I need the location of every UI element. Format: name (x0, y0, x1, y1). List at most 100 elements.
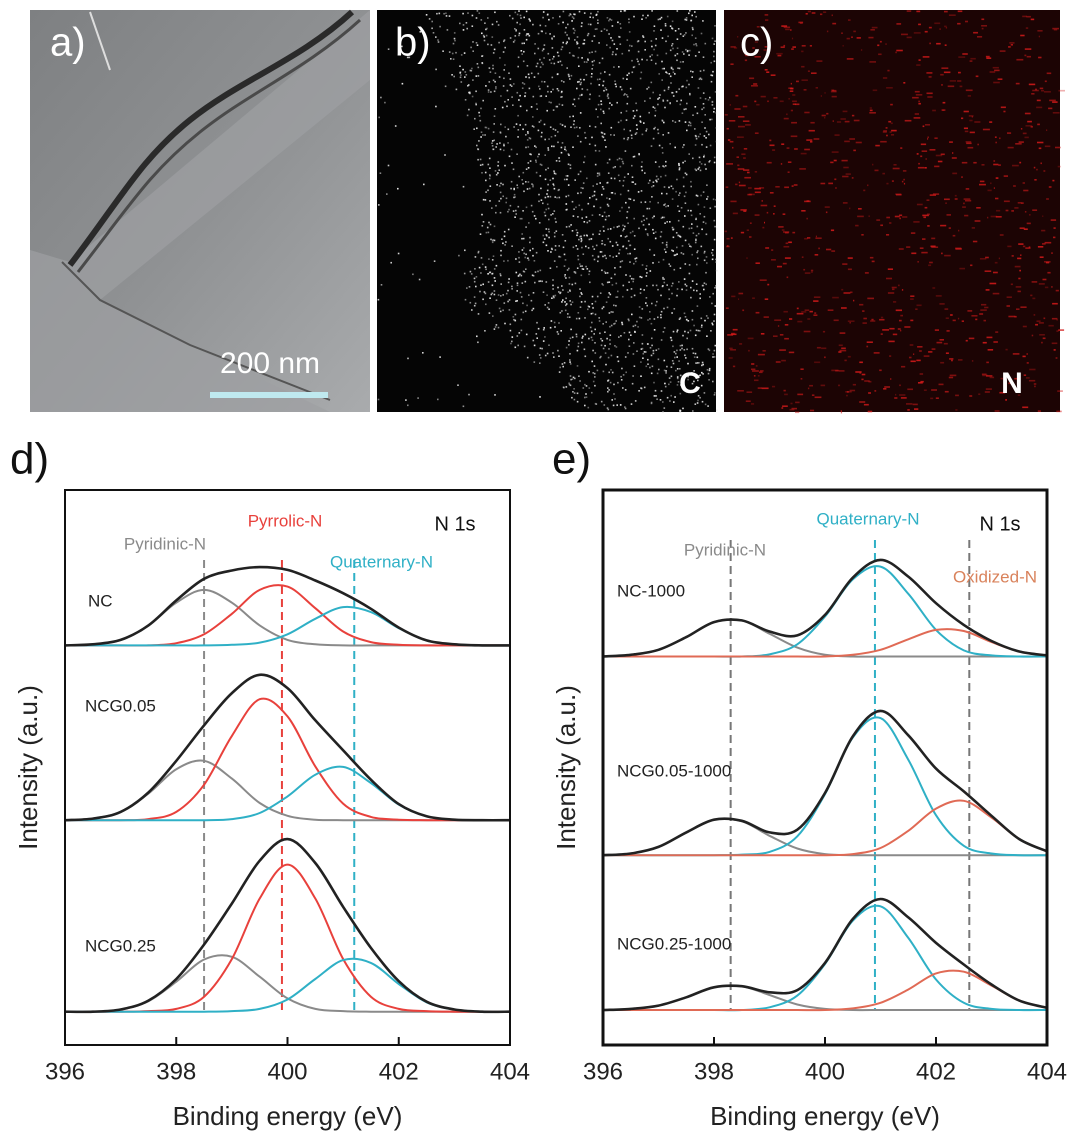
speckle (642, 15, 644, 17)
speckle (668, 289, 670, 291)
speckle (612, 40, 614, 42)
speckle (653, 181, 655, 183)
speckle (889, 328, 894, 330)
speckle (597, 261, 599, 263)
speckle (668, 132, 670, 134)
speckle (547, 14, 549, 16)
speckle (700, 195, 702, 197)
speckle (682, 162, 684, 164)
speckle (517, 66, 519, 68)
speckle (497, 172, 499, 174)
speckle (691, 227, 693, 229)
speckle (706, 146, 708, 148)
speckle (564, 254, 566, 256)
speckle (515, 347, 517, 349)
speckle (594, 35, 596, 37)
speckle (632, 231, 634, 233)
speckle (412, 274, 414, 276)
speckle (682, 51, 684, 53)
speckle (587, 59, 589, 61)
speckle (907, 409, 910, 411)
speckle (549, 33, 551, 35)
speckle (948, 86, 955, 88)
speckle (490, 239, 492, 241)
speckle (667, 307, 669, 309)
speckle (531, 205, 533, 207)
speckle (613, 384, 615, 386)
speckle (854, 120, 860, 122)
speckle (941, 253, 942, 255)
speckle (616, 404, 618, 406)
speckle (525, 147, 527, 149)
spectrum-curve (603, 899, 1047, 1010)
speckle (733, 329, 738, 331)
speckle (994, 187, 995, 189)
speckle (676, 179, 678, 181)
speckle (802, 45, 806, 47)
speckle (920, 156, 922, 158)
speckle (402, 83, 404, 85)
speckle (898, 328, 901, 330)
speckle (861, 49, 862, 51)
speckle (716, 112, 718, 114)
speckle (1000, 50, 1006, 52)
speckle (591, 137, 593, 139)
speckle (649, 208, 651, 210)
speckle (643, 219, 645, 221)
speckle (629, 332, 631, 334)
speckle (503, 260, 505, 262)
speckle (1012, 255, 1014, 257)
speckle (649, 311, 651, 313)
speckle (615, 86, 617, 88)
speckle (684, 160, 686, 162)
speckle (1037, 124, 1040, 126)
speckle (890, 131, 892, 133)
speckle (1056, 357, 1058, 359)
speckle (499, 308, 501, 310)
speckle (494, 81, 496, 83)
speckle (538, 194, 540, 196)
speckle (761, 205, 768, 207)
speckle (565, 240, 567, 242)
speckle (674, 269, 676, 271)
speckle (713, 199, 715, 201)
annotation: Pyridinic-N (124, 534, 206, 553)
speckle (547, 184, 549, 186)
speckle (445, 13, 447, 15)
speckle (397, 188, 399, 190)
speckle (675, 191, 677, 193)
speckle (842, 263, 847, 265)
speckle (664, 186, 666, 188)
speckle (660, 29, 662, 31)
speckle (546, 245, 548, 247)
speckle (695, 16, 697, 18)
speckle (1037, 30, 1042, 32)
speckle (536, 172, 538, 174)
speckle (500, 311, 502, 313)
speckle (627, 103, 629, 105)
speckle (711, 119, 713, 121)
speckle (812, 394, 815, 396)
speckle (600, 251, 602, 253)
speckle (481, 19, 483, 21)
speckle (895, 394, 896, 396)
speckle (567, 24, 569, 26)
speckle (707, 196, 709, 198)
speckle (535, 218, 537, 220)
speckle (488, 281, 490, 283)
speckle (691, 76, 693, 78)
speckle (608, 292, 610, 294)
speckle (516, 290, 518, 292)
speckle (521, 233, 523, 235)
speckle (910, 344, 914, 346)
speckle (692, 310, 694, 312)
speckle (716, 261, 718, 263)
speckle (627, 253, 629, 255)
speckle (547, 147, 549, 149)
speckle (594, 248, 596, 250)
speckle (958, 318, 959, 320)
speckle (446, 15, 448, 17)
speckle (540, 175, 542, 177)
speckle (672, 69, 674, 71)
speckle (912, 97, 919, 99)
